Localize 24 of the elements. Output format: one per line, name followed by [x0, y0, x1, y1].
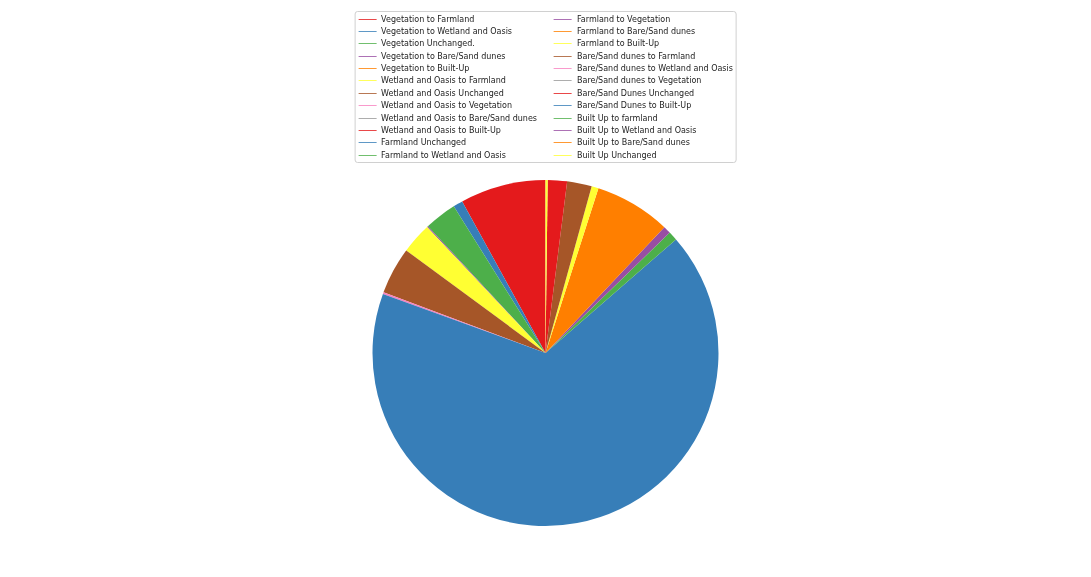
- legend-label: Farmland Unchanged: [381, 138, 467, 148]
- legend-label: Vegetation to Wetland and Oasis: [381, 27, 513, 37]
- legend-label: Wetland and Oasis Unchanged: [381, 88, 504, 98]
- legend-label: Vegetation to Farmland: [381, 14, 475, 24]
- legend-label: Bare/Sand Dunes to Built-Up: [577, 101, 692, 111]
- legend-label: Bare/Sand dunes to Wetland and Oasis: [577, 64, 733, 74]
- legend-label: Built Up Unchanged: [577, 150, 657, 160]
- legend-label: Farmland to Wetland and Oasis: [381, 150, 506, 160]
- legend-label: Built Up to farmland: [577, 113, 658, 123]
- legend-label: Vegetation Unchanged.: [381, 39, 475, 49]
- legend-label: Farmland to Bare/Sand dunes: [577, 27, 696, 37]
- legend-label: Vegetation to Bare/Sand dunes: [381, 51, 506, 61]
- legend-label: Wetland and Oasis to Built-Up: [381, 125, 501, 135]
- legend-label: Wetland and Oasis to Vegetation: [381, 101, 513, 111]
- legend-label: Farmland to Vegetation: [577, 14, 671, 24]
- legend-label: Built Up to Wetland and Oasis: [577, 125, 697, 135]
- legend-label: Farmland to Built-Up: [577, 39, 660, 49]
- legend-label: Wetland and Oasis to Bare/Sand dunes: [381, 113, 537, 123]
- legend-label: Built Up to Bare/Sand dunes: [577, 138, 690, 148]
- legend-label: Bare/Sand Dunes Unchanged: [577, 88, 695, 98]
- legend-label: Bare/Sand dunes to Farmland: [577, 51, 696, 61]
- legend-label: Wetland and Oasis to Farmland: [381, 76, 506, 86]
- legend-label: Vegetation to Built-Up: [381, 64, 470, 74]
- legend-label: Bare/Sand dunes to Vegetation: [577, 76, 702, 86]
